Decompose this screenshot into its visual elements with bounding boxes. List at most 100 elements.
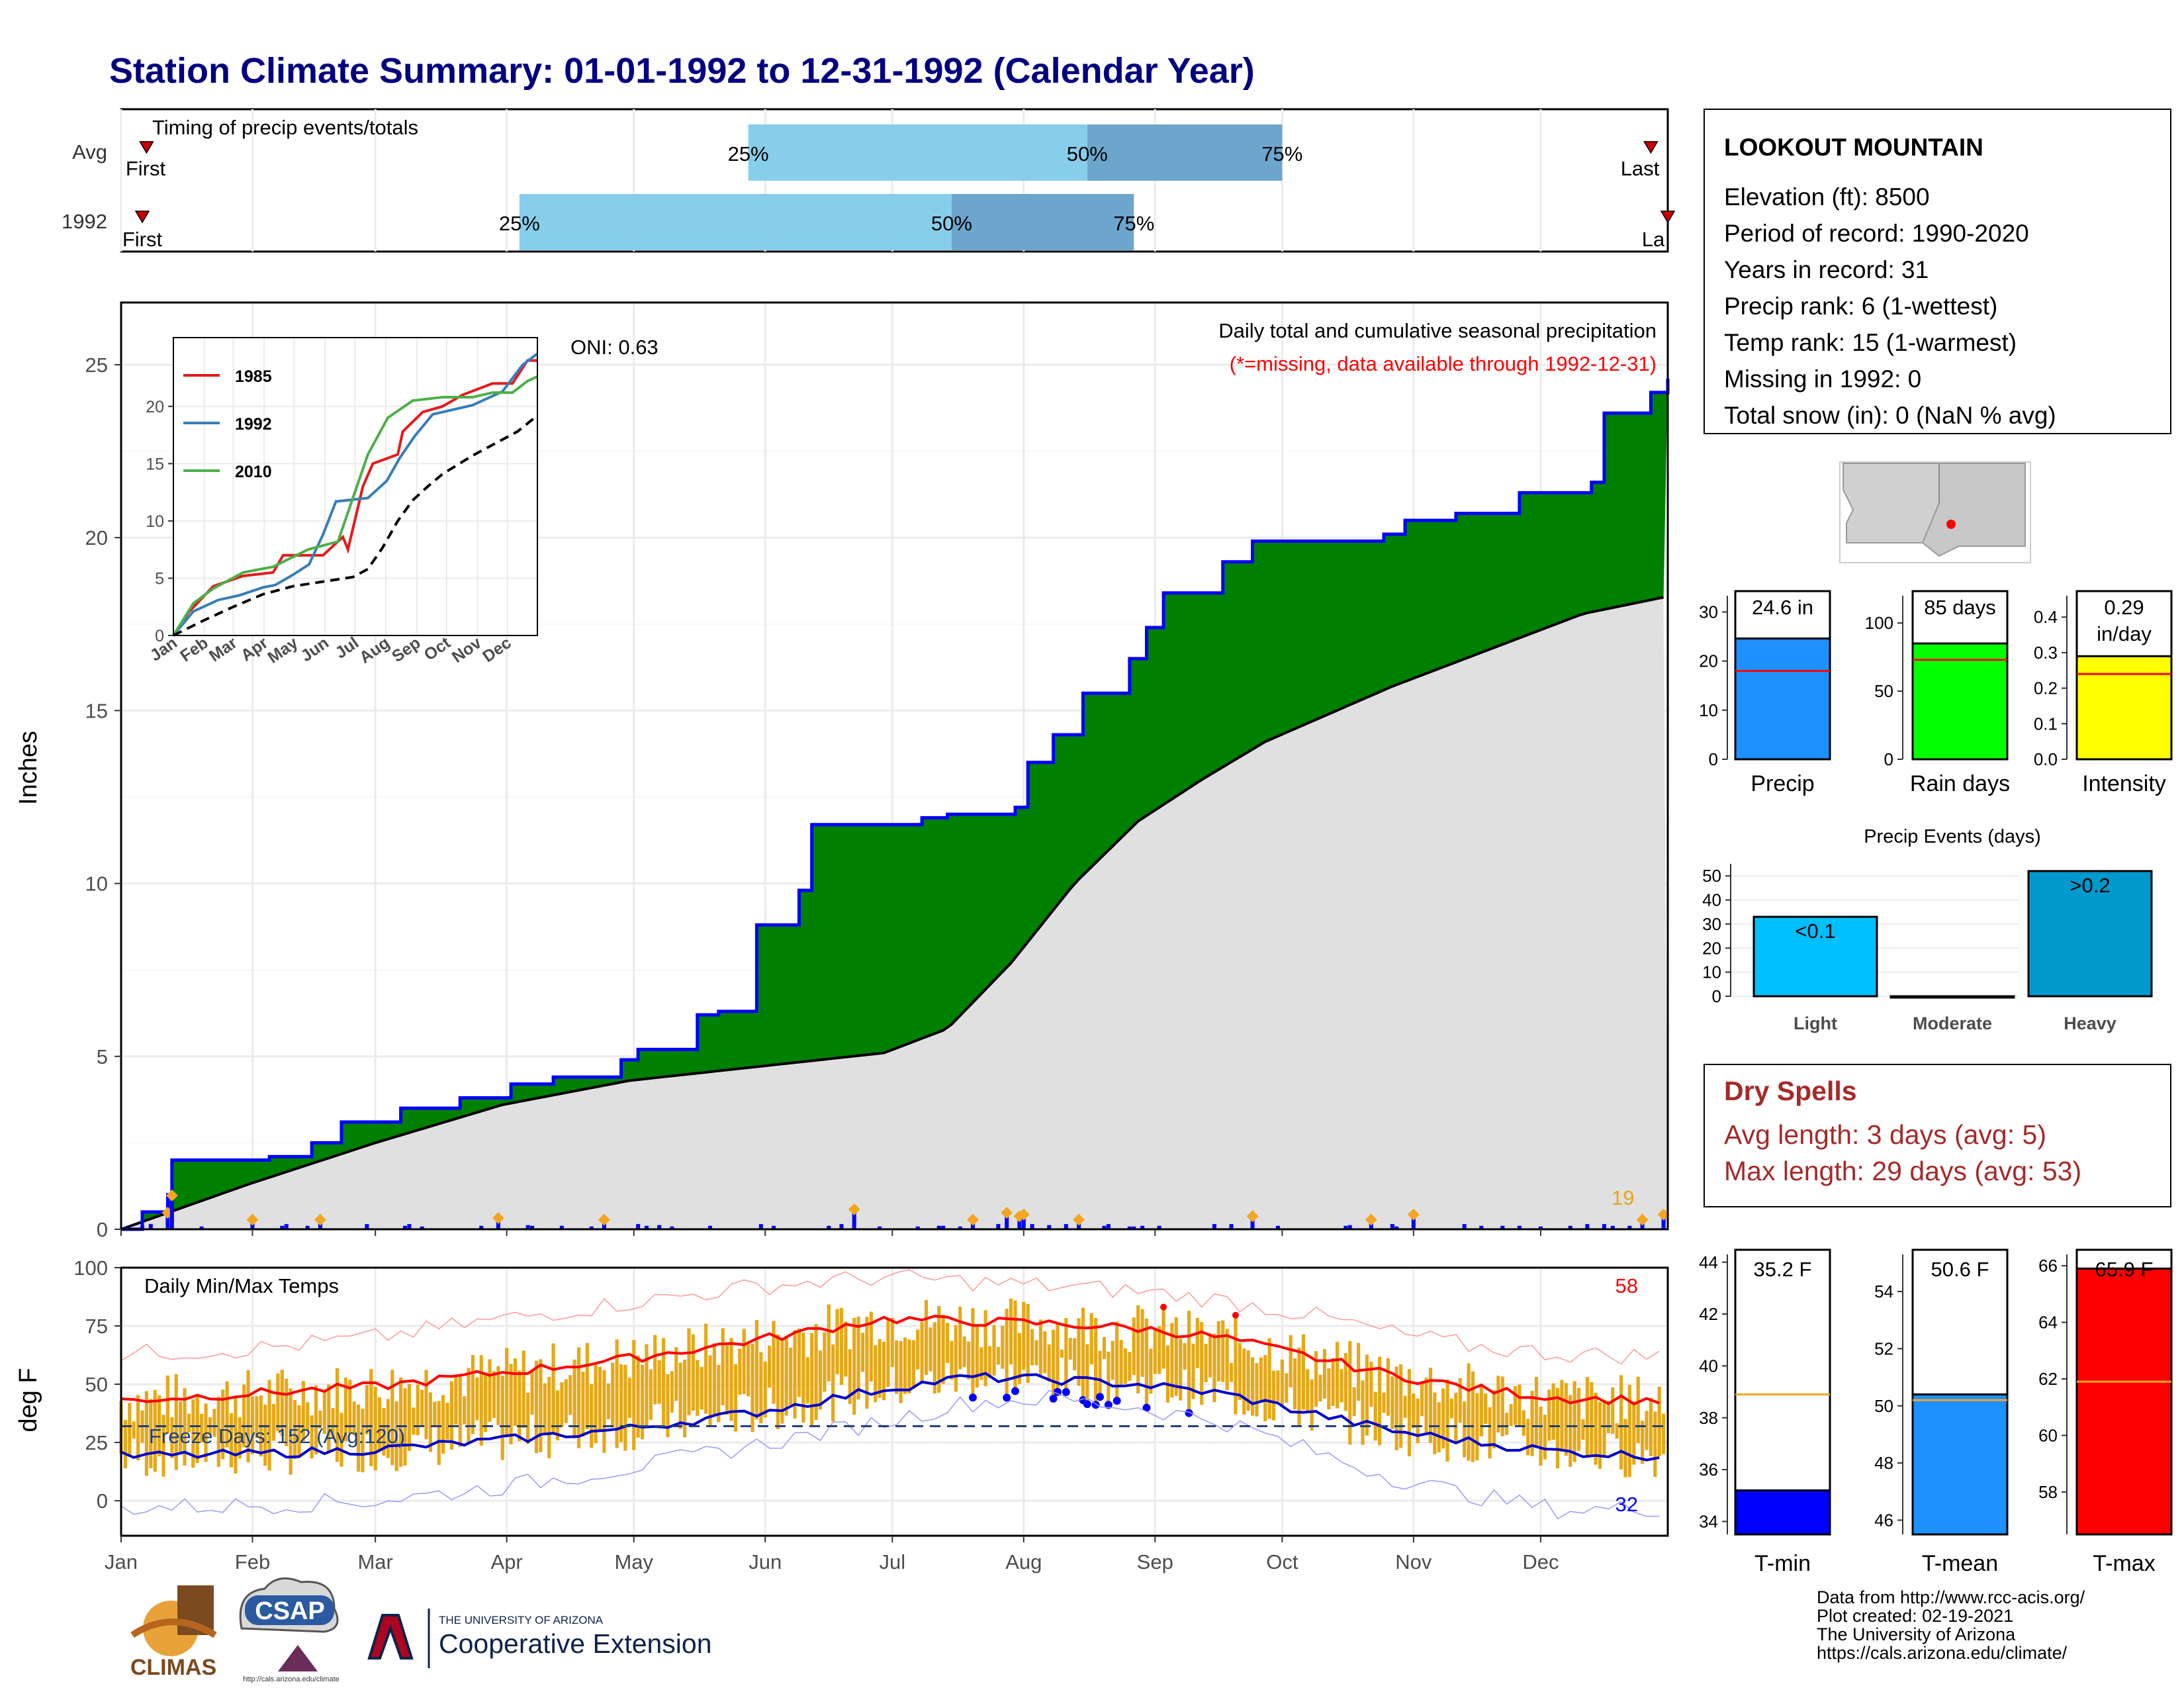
- daily-temp-range-bar: [390, 1370, 394, 1466]
- temp-summary-bar-0: 34 36 38 40 42 44 35.2 F T-min: [1699, 1248, 1831, 1576]
- daily-temp-range-bar: [886, 1319, 890, 1387]
- daily-temp-range-bar: [1318, 1374, 1322, 1402]
- daily-temp-range-bar: [1170, 1323, 1174, 1398]
- small-bar-category-label: T-min: [1754, 1551, 1811, 1576]
- daily-precip-bar: [530, 1225, 535, 1229]
- daily-temp-range-bar: [1640, 1421, 1645, 1464]
- record-low-marker: [1185, 1409, 1193, 1417]
- record-low-marker: [1003, 1393, 1011, 1402]
- heavy-event-marker: [1365, 1213, 1377, 1226]
- month-tick-label: May: [614, 1550, 653, 1573]
- daily-temp-range-bar: [1378, 1356, 1382, 1446]
- daily-precip-bar: [305, 1225, 310, 1229]
- daily-temp-range-bar: [954, 1325, 958, 1392]
- daily-temp-range-bar: [534, 1360, 539, 1454]
- temp-header: Daily Min/Max Temps: [144, 1274, 339, 1297]
- station-line-snow: Total snow (in): 0 (NaN % avg): [1724, 402, 2056, 429]
- daily-precip-bar: [365, 1224, 369, 1229]
- daily-precip-bar: [827, 1225, 831, 1229]
- daily-temp-range-bar: [424, 1370, 428, 1440]
- daily-temp-range-bar: [398, 1377, 403, 1468]
- daily-temp-range-bar: [318, 1410, 322, 1429]
- events-bar: [2027, 870, 2153, 998]
- daily-precip-bar: [1602, 1224, 1606, 1229]
- daily-temp-range-bar: [933, 1322, 936, 1394]
- small-bar-tick-label: 54: [1874, 1282, 1893, 1301]
- daily-temp-range-bar: [1204, 1343, 1208, 1383]
- daily-temp-range-bar: [924, 1299, 929, 1376]
- daily-temp-range-bar: [1310, 1379, 1314, 1431]
- events-ytick-label: 20: [1702, 938, 1721, 958]
- daily-temp-range-bar: [361, 1409, 365, 1473]
- daily-temp-range-bar: [649, 1369, 653, 1420]
- daily-temp-range-bar: [1522, 1410, 1525, 1436]
- daily-temp-range-bar: [331, 1408, 335, 1438]
- daily-temp-range-bar: [1136, 1305, 1140, 1393]
- daily-temp-range-bar: [322, 1391, 326, 1434]
- daily-temp-range-bar: [907, 1339, 911, 1393]
- daily-precip-bar: [636, 1224, 641, 1229]
- inset-series-1992: [172, 352, 539, 637]
- precip-ytick-label: 25: [85, 353, 108, 377]
- daily-temp-range-bar: [1301, 1334, 1305, 1410]
- footer-line-url: https://cals.arizona.edu/climate/: [1817, 1643, 2068, 1663]
- station-location-marker: [1946, 520, 1956, 529]
- daily-temp-range-bar: [712, 1343, 716, 1415]
- daily-temp-range-bar: [1047, 1344, 1051, 1382]
- daily-temp-range-bar: [1428, 1368, 1433, 1443]
- daily-temp-range-bar: [547, 1377, 551, 1458]
- daily-temp-range-bar: [1271, 1370, 1276, 1421]
- inset-legend-label: 1985: [235, 367, 272, 386]
- daily-temp-range-bar: [903, 1337, 907, 1394]
- daily-temp-range-bar: [165, 1375, 170, 1434]
- daily-temp-range-bar: [1560, 1380, 1564, 1452]
- daily-temp-range-bar: [340, 1413, 343, 1467]
- daily-temp-range-bar: [441, 1395, 445, 1454]
- daily-temp-range-bar: [500, 1376, 504, 1460]
- temp-max-count: 58: [1615, 1274, 1638, 1297]
- daily-temp-range-bar: [204, 1403, 208, 1462]
- daily-temp-range-bar: [543, 1383, 547, 1435]
- daily-precip-bar: [1140, 1225, 1145, 1229]
- daily-temp-range-bar: [657, 1360, 661, 1404]
- daily-temp-range-bar: [412, 1407, 416, 1435]
- daily-temp-range-bar: [751, 1343, 754, 1432]
- daily-temp-range-bar: [890, 1317, 894, 1368]
- small-bar-value: [1734, 637, 1831, 761]
- daily-temp-range-bar: [1153, 1329, 1157, 1374]
- daily-temp-range-bar: [615, 1339, 619, 1448]
- events-bar-label: >0.2: [2070, 874, 2110, 897]
- daily-temp-range-bar: [1102, 1336, 1107, 1360]
- daily-temp-range-bar: [869, 1311, 873, 1382]
- csap-label: CSAP: [255, 1597, 325, 1625]
- daily-temp-range-bar: [285, 1378, 289, 1446]
- daily-temp-range-bar: [1463, 1401, 1467, 1458]
- daily-temp-range-bar: [1530, 1391, 1534, 1456]
- daily-temp-range-bar: [661, 1338, 666, 1429]
- daily-temp-range-bar: [1234, 1315, 1238, 1415]
- dry-spells-avg: Avg length: 3 days (avg: 5): [1724, 1119, 2046, 1150]
- daily-temp-range-bar: [823, 1332, 827, 1392]
- daily-temp-range-bar: [505, 1348, 509, 1438]
- inset-series-1985: [172, 359, 537, 637]
- daily-precip-bar: [140, 1225, 145, 1229]
- daily-temp-range-bar: [1098, 1350, 1102, 1397]
- daily-precip-bar: [602, 1222, 606, 1229]
- daily-temp-range-bar: [1335, 1342, 1340, 1409]
- daily-temp-range-bar: [1496, 1376, 1500, 1433]
- daily-precip-bar: [758, 1224, 763, 1229]
- daily-temp-range-bar: [386, 1399, 390, 1458]
- daily-temp-range-bar: [682, 1360, 687, 1438]
- daily-precip-bar: [280, 1225, 285, 1229]
- daily-temp-range-bar: [1471, 1371, 1475, 1462]
- events-ytick-label: 30: [1702, 914, 1721, 934]
- small-bar-value: [2075, 1267, 2173, 1536]
- daily-precip-bar: [479, 1225, 484, 1229]
- daily-temp-range-bar: [1195, 1317, 1199, 1368]
- small-bar-tick-label: 34: [1699, 1511, 1718, 1531]
- daily-temp-range-bar: [1572, 1381, 1576, 1462]
- timing-quantile-label: 25%: [728, 142, 769, 165]
- daily-temp-range-bar: [297, 1405, 301, 1458]
- daily-temp-range-bar: [856, 1316, 860, 1400]
- daily-temp-range-bar: [216, 1396, 220, 1468]
